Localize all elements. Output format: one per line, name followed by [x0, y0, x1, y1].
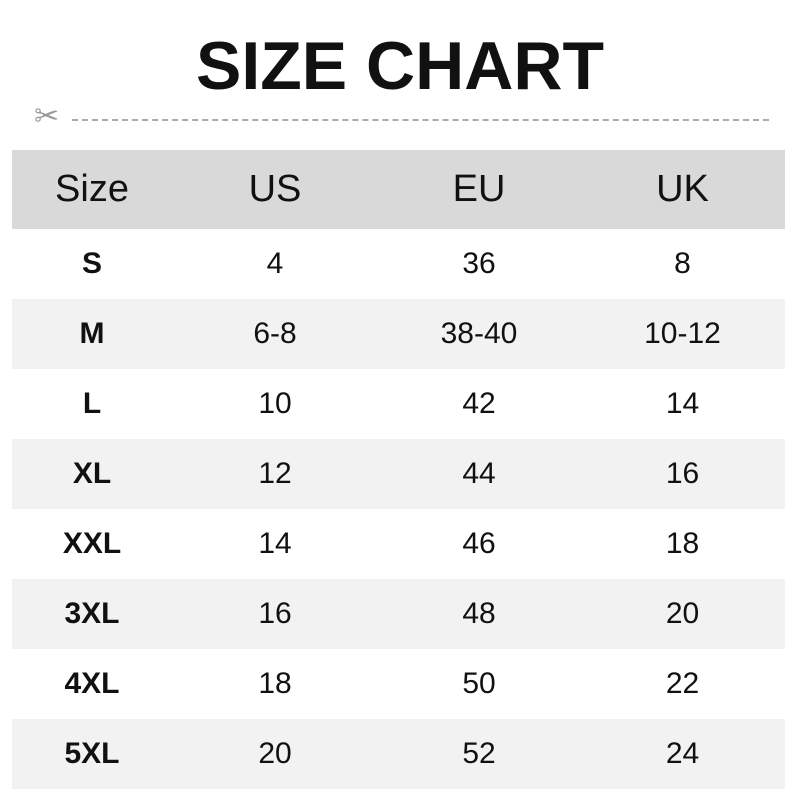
cell-eu: 50: [462, 667, 496, 700]
cell-eu: 38-40: [440, 317, 518, 350]
header-uk: UK: [656, 168, 709, 210]
cell-us: 12: [258, 457, 292, 490]
cell-uk: 20: [665, 597, 700, 630]
header-size: Size: [55, 168, 129, 210]
cell-us: 4: [266, 247, 284, 280]
header-eu: EU: [452, 168, 506, 210]
table-row: 5XL 20 52 24: [12, 719, 785, 789]
cell-us: 16: [258, 597, 292, 630]
cell-uk: 8: [674, 247, 691, 280]
table-row: M 6-8 38-40 10-12: [12, 299, 785, 369]
page-title: SIZE CHART: [196, 28, 604, 104]
cell-size: XXL: [62, 527, 122, 560]
cell-eu: 44: [462, 457, 496, 490]
cell-eu: 36: [462, 247, 496, 280]
cell-eu: 42: [462, 387, 496, 420]
cell-eu: 48: [462, 597, 496, 630]
table-row: 3XL 16 48 20: [12, 579, 785, 649]
table-header-row: Size US EU UK: [12, 150, 785, 229]
cell-size: L: [82, 387, 102, 420]
cell-size: M: [79, 317, 105, 350]
cell-uk: 22: [665, 667, 700, 700]
cell-uk: 18: [665, 527, 700, 560]
cell-size: 3XL: [64, 597, 120, 630]
table-row: 4XL 18 50 22: [12, 649, 785, 719]
cell-us: 10: [258, 387, 292, 420]
cell-size: S: [81, 247, 102, 280]
cell-us: 20: [258, 737, 292, 770]
cell-eu: 46: [462, 527, 496, 560]
header-us: US: [248, 168, 302, 210]
table-row: XL 12 44 16: [12, 439, 785, 509]
cell-eu: 52: [462, 737, 496, 770]
table-row: S 4 36 8: [12, 229, 785, 299]
cell-us: 6-8: [253, 317, 297, 350]
cell-uk: 16: [665, 457, 700, 490]
scissors-icon: ✂: [34, 100, 60, 133]
cut-line-divider: ✂: [34, 102, 769, 132]
cell-us: 14: [258, 527, 292, 560]
size-table: Size US EU UK S 4 36 8 M 6-8 38-40 10-12 L 10 42 14…: [12, 150, 785, 789]
cell-size: 5XL: [64, 737, 120, 770]
cell-us: 18: [258, 667, 292, 700]
cell-size: 4XL: [64, 667, 120, 700]
cell-uk: 10-12: [644, 317, 721, 350]
table-row: XXL 14 46 18: [12, 509, 785, 579]
table-row: L 10 42 14: [12, 369, 785, 439]
cell-uk: 14: [665, 387, 700, 420]
cell-uk: 24: [665, 737, 700, 770]
dashed-line: [72, 119, 769, 121]
cell-size: XL: [72, 457, 112, 490]
